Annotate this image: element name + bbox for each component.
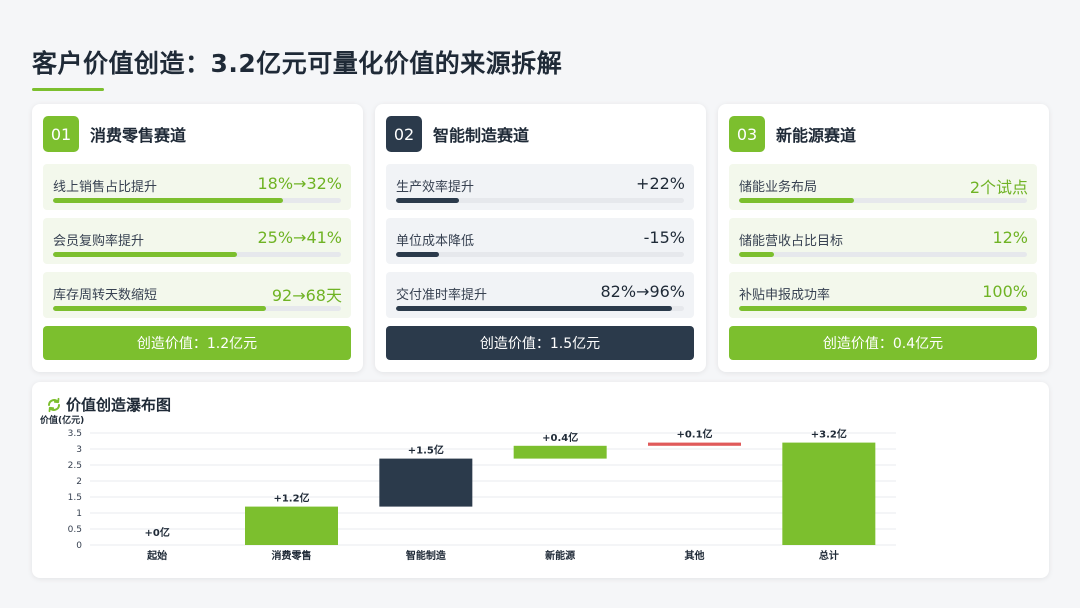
progress-fill — [396, 252, 440, 257]
metric-label: 储能业务布局 — [739, 180, 818, 195]
waterfall-bar — [782, 442, 876, 545]
y-tick-label: 0 — [76, 541, 82, 551]
metric-value: 25%→41% — [257, 228, 342, 247]
metric-label: 储能营收占比目标 — [739, 234, 844, 249]
progress-track — [53, 252, 341, 257]
card-title: 智能制造赛道 — [433, 126, 530, 145]
y-tick-label: 0.5 — [68, 525, 82, 535]
x-tick-label: 总计 — [819, 549, 839, 562]
progress-track — [739, 306, 1027, 311]
bar-value-label: +0.1亿 — [676, 428, 712, 441]
x-tick-label: 消费零售 — [272, 549, 312, 562]
waterfall-bar — [245, 506, 338, 545]
progress-fill — [53, 252, 238, 257]
bar-value-label: +0亿 — [144, 526, 169, 539]
metric-row: 储能业务布局 2个试点 — [729, 164, 1037, 210]
progress-fill — [739, 198, 855, 203]
card-number-badge: 02 — [386, 116, 422, 152]
x-tick-label: 智能制造 — [406, 549, 447, 562]
metric-label: 生产效率提升 — [396, 180, 475, 195]
card-title: 新能源赛道 — [776, 126, 857, 145]
metric-value: 100% — [982, 282, 1028, 301]
y-tick-label: 2.5 — [68, 461, 82, 471]
card-header: 03 新能源赛道 — [729, 116, 856, 152]
x-tick-label: 新能源 — [545, 549, 575, 562]
y-tick-label: 3.5 — [68, 429, 82, 439]
metric-value: 12% — [992, 228, 1028, 247]
y-tick-label: 2 — [76, 477, 82, 487]
progress-fill — [53, 198, 284, 203]
track-card-manufacturing: 02 智能制造赛道 生产效率提升 +22% 单位成本降低 -15% 交付准时率提… — [375, 104, 706, 372]
waterfall-bar — [379, 458, 473, 507]
progress-track — [53, 306, 341, 311]
y-axis-label: 价值(亿元) — [40, 414, 84, 426]
metric-value: 92→68天 — [271, 286, 342, 305]
progress-fill — [396, 198, 460, 203]
value-summary-button[interactable]: 创造价值：1.5亿元 — [386, 326, 694, 360]
waterfall-bar — [513, 445, 607, 459]
metric-label: 交付准时率提升 — [396, 288, 488, 303]
card-number-badge: 01 — [43, 116, 79, 152]
metric-value: 18%→32% — [257, 174, 342, 193]
metric-value: 82%→96% — [600, 282, 685, 301]
chart-header: 价值创造瀑布图 — [46, 394, 171, 415]
card-title: 消费零售赛道 — [90, 126, 187, 145]
metric-row: 单位成本降低 -15% — [386, 218, 694, 264]
value-summary-button[interactable]: 创造价值：1.2亿元 — [43, 326, 351, 360]
card-header: 01 消费零售赛道 — [43, 116, 186, 152]
page-title: 客户价值创造：3.2亿元可量化价值的来源拆解 — [32, 49, 563, 78]
y-tick-label: 3 — [76, 445, 82, 455]
metric-row: 库存周转天数缩短 92→68天 — [43, 272, 351, 318]
metric-label: 单位成本降低 — [396, 234, 475, 249]
bar-value-label: +3.2亿 — [811, 428, 847, 441]
metric-row: 会员复购率提升 25%→41% — [43, 218, 351, 264]
metric-row: 线上销售占比提升 18%→32% — [43, 164, 351, 210]
metric-label: 线上销售占比提升 — [53, 180, 158, 195]
progress-fill — [739, 252, 774, 257]
progress-track — [396, 306, 684, 311]
chart-title: 价值创造瀑布图 — [66, 396, 172, 414]
metric-label: 补贴申报成功率 — [739, 288, 831, 303]
title-underline — [32, 88, 104, 91]
progress-fill — [396, 306, 673, 311]
metric-row: 生产效率提升 +22% — [386, 164, 694, 210]
progress-track — [396, 198, 684, 203]
y-tick-label: 1 — [76, 509, 82, 519]
progress-track — [396, 252, 684, 257]
bar-value-label: +1.5亿 — [408, 444, 444, 457]
metric-row: 补贴申报成功率 100% — [729, 272, 1037, 318]
progress-track — [53, 198, 341, 203]
refresh-icon — [48, 397, 60, 412]
metric-row: 储能营收占比目标 12% — [729, 218, 1037, 264]
progress-track — [739, 198, 1027, 203]
metric-label: 库存周转天数缩短 — [53, 288, 158, 303]
progress-fill — [53, 306, 267, 311]
y-tick-label: 1.5 — [68, 493, 82, 503]
progress-track — [739, 252, 1027, 257]
bar-value-label: +0.4亿 — [542, 431, 578, 444]
metric-value: 2个试点 — [969, 178, 1028, 197]
metric-value: -15% — [643, 228, 685, 247]
track-card-new-energy: 03 新能源赛道 储能业务布局 2个试点 储能营收占比目标 12% 补贴申报成功… — [718, 104, 1049, 372]
x-tick-label: 起始 — [146, 549, 167, 562]
x-tick-label: 其他 — [685, 549, 705, 562]
waterfall-bar — [648, 442, 741, 446]
track-card-retail: 01 消费零售赛道 线上销售占比提升 18%→32% 会员复购率提升 25%→4… — [32, 104, 363, 372]
bar-value-label: +1.2亿 — [273, 492, 309, 505]
metric-value: +22% — [636, 174, 685, 193]
metric-label: 会员复购率提升 — [53, 234, 145, 249]
progress-fill — [739, 306, 1027, 311]
card-header: 02 智能制造赛道 — [386, 116, 529, 152]
value-summary-button[interactable]: 创造价值：0.4亿元 — [729, 326, 1037, 360]
card-number-badge: 03 — [729, 116, 765, 152]
metric-row: 交付准时率提升 82%→96% — [386, 272, 694, 318]
waterfall-chart-panel: 价值创造瀑布图 价值(亿元) 0 0.5 1 1.5 2 2.5 3 3.5 +0亿起始 +1.2亿… — [32, 382, 1049, 578]
